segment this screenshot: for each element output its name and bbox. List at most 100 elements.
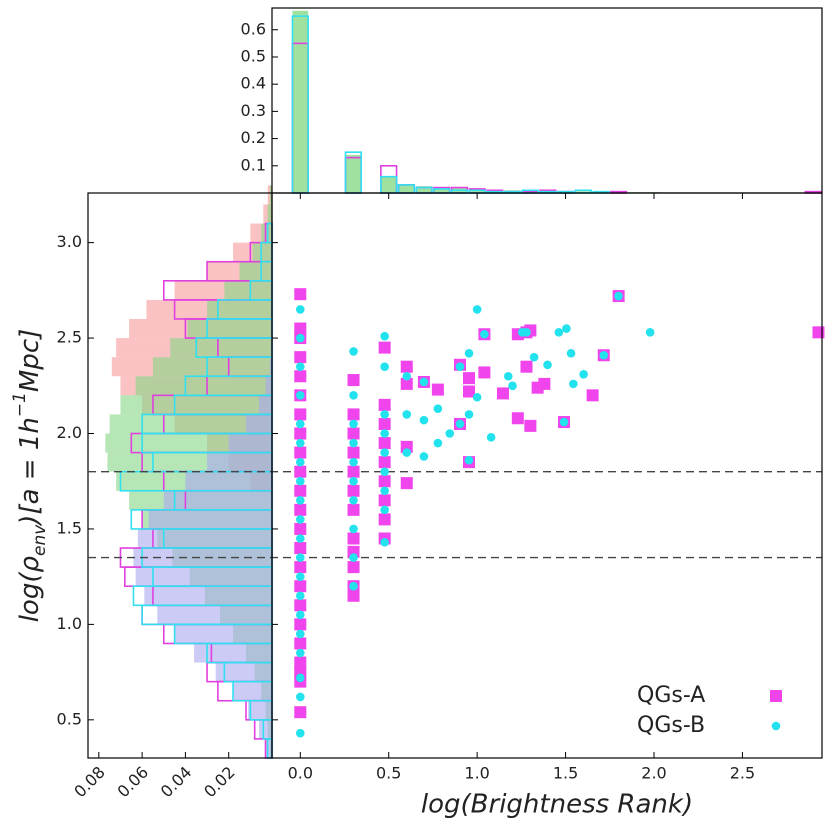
histogram-bar bbox=[109, 414, 272, 434]
circle-point bbox=[402, 448, 412, 457]
histogram-bar bbox=[194, 643, 272, 663]
circle-point bbox=[349, 438, 358, 448]
square-point bbox=[347, 532, 360, 545]
histogram-bar bbox=[259, 395, 272, 415]
square-point bbox=[378, 475, 391, 488]
square-point bbox=[294, 446, 307, 459]
circle-point bbox=[464, 410, 474, 419]
square-point bbox=[520, 360, 533, 373]
histogram-bar bbox=[187, 318, 272, 339]
circle-point bbox=[433, 438, 443, 448]
x-tick-label: 0.08 bbox=[70, 763, 109, 802]
histogram-bar bbox=[292, 10, 309, 194]
square-point bbox=[463, 372, 476, 385]
histogram-bar bbox=[269, 357, 272, 377]
histogram-bar bbox=[207, 452, 272, 472]
legend-label: QGs-A bbox=[637, 683, 705, 708]
histogram-bar bbox=[207, 299, 272, 319]
circle-point bbox=[486, 433, 496, 442]
circle-point bbox=[522, 328, 531, 337]
circle-point bbox=[295, 534, 305, 543]
y-axis-label-part: −1 bbox=[10, 392, 30, 417]
circle-point bbox=[380, 448, 389, 457]
x-tick-label: 0.0 bbox=[288, 764, 313, 783]
circle-point bbox=[562, 324, 571, 333]
histogram-bar bbox=[259, 719, 272, 739]
circle-point bbox=[295, 391, 305, 400]
circle-point bbox=[295, 457, 305, 467]
circle-point bbox=[464, 349, 474, 358]
x-tick-label: 1.5 bbox=[553, 764, 578, 783]
circle-point bbox=[645, 328, 655, 337]
circle-point bbox=[380, 331, 389, 341]
square-point bbox=[347, 427, 360, 440]
histogram-bar bbox=[157, 605, 272, 625]
histogram-bar bbox=[185, 471, 272, 491]
square-point bbox=[294, 351, 307, 364]
circle-point bbox=[380, 362, 389, 371]
histogram-bar bbox=[135, 376, 272, 396]
histogram-bar bbox=[248, 700, 272, 720]
square-point bbox=[294, 599, 307, 612]
square-point bbox=[347, 446, 360, 459]
histogram-bar bbox=[144, 586, 272, 606]
x-tick-label: 2.5 bbox=[730, 764, 755, 783]
circle-point bbox=[566, 349, 576, 358]
y-tick-label: 0.6 bbox=[241, 19, 266, 38]
circle-point bbox=[433, 404, 443, 413]
circle-point bbox=[464, 455, 474, 465]
square-point bbox=[347, 503, 360, 516]
circle-point bbox=[508, 381, 517, 391]
circle-point bbox=[455, 419, 465, 429]
circle-point bbox=[295, 438, 305, 448]
circle-point bbox=[480, 329, 489, 339]
circle-point bbox=[380, 467, 389, 476]
histogram-bar bbox=[265, 376, 272, 396]
square-point bbox=[294, 322, 307, 335]
square-point bbox=[378, 494, 391, 507]
histogram-bar bbox=[163, 490, 272, 510]
square-point bbox=[294, 656, 307, 669]
circle-point bbox=[503, 371, 513, 381]
histogram-bar bbox=[269, 185, 272, 205]
histogram-bar bbox=[398, 184, 415, 193]
circle-point bbox=[295, 419, 305, 429]
y-tick-label: 2.0 bbox=[57, 423, 82, 442]
x-tick-label: 0.06 bbox=[114, 763, 153, 802]
square-point bbox=[524, 419, 537, 432]
circle-point bbox=[472, 392, 482, 402]
legend-marker bbox=[771, 721, 781, 731]
histogram-bar bbox=[252, 242, 272, 262]
circle-point bbox=[529, 352, 539, 362]
x-tick-label: 0.5 bbox=[376, 764, 401, 783]
circle-point bbox=[349, 476, 358, 486]
square-point bbox=[378, 398, 391, 411]
square-point bbox=[378, 513, 391, 526]
histogram-bar bbox=[575, 191, 592, 193]
square-point bbox=[431, 383, 444, 396]
square-point bbox=[347, 408, 360, 421]
square-point bbox=[294, 618, 307, 631]
square-point bbox=[347, 589, 360, 602]
circle-point bbox=[380, 429, 389, 438]
circle-point bbox=[349, 553, 358, 562]
square-point bbox=[294, 503, 307, 516]
square-point bbox=[400, 360, 413, 373]
y-tick-label: 0.3 bbox=[241, 101, 266, 120]
square-point bbox=[294, 522, 307, 535]
square-point bbox=[347, 374, 360, 387]
circle-point bbox=[349, 496, 358, 505]
square-point bbox=[586, 389, 599, 402]
x-tick-label: 0.02 bbox=[200, 763, 239, 802]
y-tick-label: 0.2 bbox=[241, 128, 266, 147]
y-axis-label-part: )[a = 1h bbox=[15, 417, 45, 527]
square-point bbox=[347, 465, 360, 478]
histogram-bar bbox=[380, 176, 397, 193]
histogram-bar bbox=[239, 261, 272, 281]
circle-point bbox=[569, 379, 578, 389]
square-point bbox=[463, 385, 476, 398]
histogram-bar bbox=[120, 395, 273, 415]
square-point bbox=[294, 427, 307, 440]
square-point bbox=[294, 370, 307, 383]
